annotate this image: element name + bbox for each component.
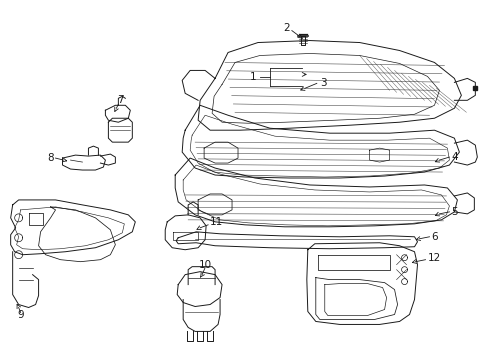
Text: 1: 1 xyxy=(249,72,255,82)
Text: 9: 9 xyxy=(17,310,24,320)
Text: 7: 7 xyxy=(117,95,123,105)
Text: 3: 3 xyxy=(319,78,326,88)
Text: 6: 6 xyxy=(430,232,437,242)
Text: 12: 12 xyxy=(427,253,440,263)
Text: 2: 2 xyxy=(283,23,289,33)
Text: 5: 5 xyxy=(450,207,457,217)
Text: 8: 8 xyxy=(47,153,53,163)
Text: 10: 10 xyxy=(198,260,211,270)
Text: 11: 11 xyxy=(210,217,223,227)
Text: 4: 4 xyxy=(450,152,457,162)
